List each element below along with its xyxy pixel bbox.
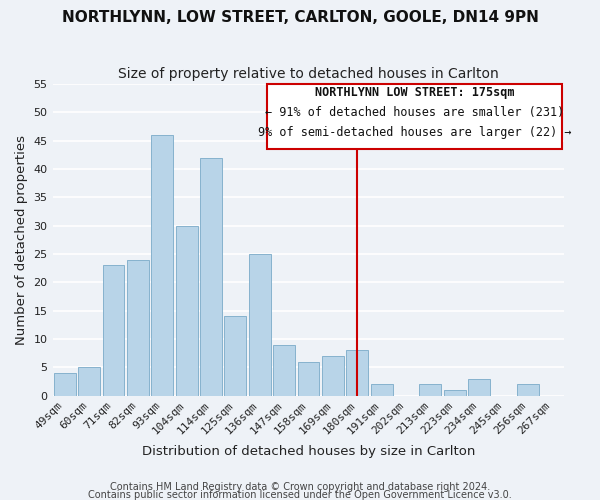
Text: Contains public sector information licensed under the Open Government Licence v3: Contains public sector information licen… xyxy=(88,490,512,500)
X-axis label: Distribution of detached houses by size in Carlton: Distribution of detached houses by size … xyxy=(142,444,475,458)
Bar xyxy=(419,384,442,396)
Text: Contains HM Land Registry data © Crown copyright and database right 2024.: Contains HM Land Registry data © Crown c… xyxy=(110,482,490,492)
Text: NORTHLYNN LOW STREET: 175sqm: NORTHLYNN LOW STREET: 175sqm xyxy=(315,86,514,99)
Bar xyxy=(103,266,124,396)
Bar xyxy=(517,384,539,396)
Bar xyxy=(468,378,490,396)
Bar xyxy=(54,373,76,396)
Text: NORTHLYNN, LOW STREET, CARLTON, GOOLE, DN14 9PN: NORTHLYNN, LOW STREET, CARLTON, GOOLE, D… xyxy=(62,10,538,25)
Bar xyxy=(371,384,392,396)
Bar xyxy=(78,368,100,396)
Bar xyxy=(298,362,319,396)
Text: ← 91% of detached houses are smaller (231): ← 91% of detached houses are smaller (23… xyxy=(265,106,564,119)
Bar xyxy=(346,350,368,396)
Bar xyxy=(200,158,222,396)
Title: Size of property relative to detached houses in Carlton: Size of property relative to detached ho… xyxy=(118,68,499,82)
Bar xyxy=(151,135,173,396)
Bar xyxy=(273,344,295,396)
Bar xyxy=(444,390,466,396)
Bar xyxy=(127,260,149,396)
FancyBboxPatch shape xyxy=(267,84,562,149)
Bar xyxy=(249,254,271,396)
Bar xyxy=(176,226,197,396)
Text: 9% of semi-detached houses are larger (22) →: 9% of semi-detached houses are larger (2… xyxy=(258,126,571,138)
Bar xyxy=(224,316,247,396)
Y-axis label: Number of detached properties: Number of detached properties xyxy=(15,135,28,345)
Bar xyxy=(322,356,344,396)
